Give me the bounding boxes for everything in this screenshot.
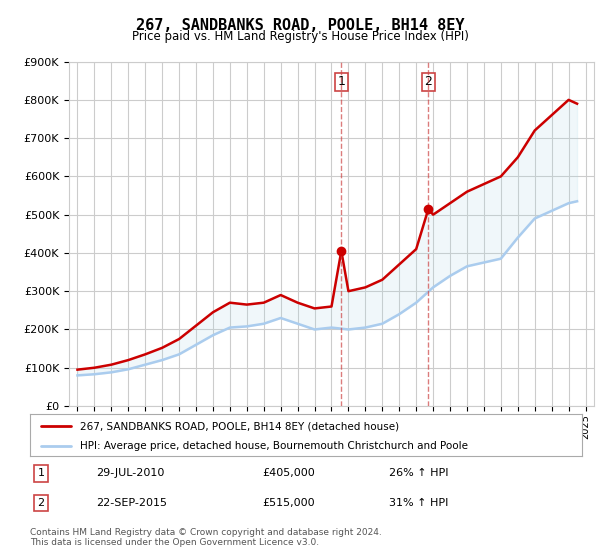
Text: £515,000: £515,000 <box>262 498 314 508</box>
Text: 26% ↑ HPI: 26% ↑ HPI <box>389 468 448 478</box>
Text: Price paid vs. HM Land Registry's House Price Index (HPI): Price paid vs. HM Land Registry's House … <box>131 30 469 43</box>
Text: 267, SANDBANKS ROAD, POOLE, BH14 8EY (detached house): 267, SANDBANKS ROAD, POOLE, BH14 8EY (de… <box>80 421 399 431</box>
Text: HPI: Average price, detached house, Bournemouth Christchurch and Poole: HPI: Average price, detached house, Bour… <box>80 441 467 451</box>
Text: 22-SEP-2015: 22-SEP-2015 <box>96 498 167 508</box>
Text: 2: 2 <box>37 498 44 508</box>
Text: 29-JUL-2010: 29-JUL-2010 <box>96 468 164 478</box>
Text: 1: 1 <box>337 76 345 88</box>
Text: 1: 1 <box>38 468 44 478</box>
Text: £405,000: £405,000 <box>262 468 314 478</box>
Text: 2: 2 <box>424 76 433 88</box>
Text: Contains HM Land Registry data © Crown copyright and database right 2024.
This d: Contains HM Land Registry data © Crown c… <box>30 528 382 547</box>
Text: 267, SANDBANKS ROAD, POOLE, BH14 8EY: 267, SANDBANKS ROAD, POOLE, BH14 8EY <box>136 18 464 34</box>
Text: 31% ↑ HPI: 31% ↑ HPI <box>389 498 448 508</box>
